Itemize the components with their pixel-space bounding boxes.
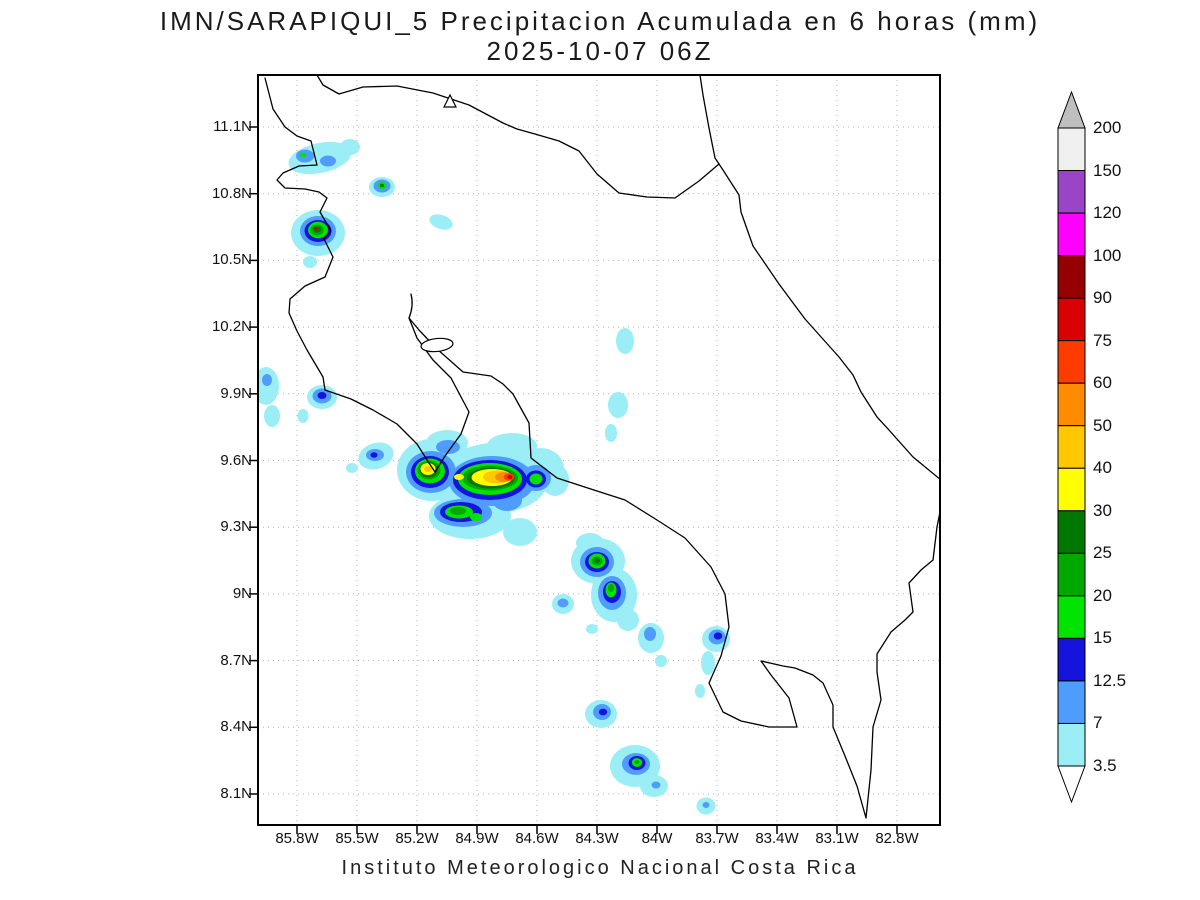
legend-level-label: 50 xyxy=(1093,415,1112,435)
legend-level-label: 100 xyxy=(1093,245,1122,265)
plot-frame xyxy=(257,74,941,826)
triangle-marker-icon xyxy=(443,93,457,108)
northern-border-river xyxy=(316,75,720,199)
legend-level-label: 15 xyxy=(1093,628,1112,648)
lon-tick-label: 85.2W xyxy=(395,830,439,847)
lat-tick-label: 8.4N xyxy=(220,718,252,736)
lat-tick-label: 10.8N xyxy=(211,184,252,202)
legend-level-label: 60 xyxy=(1093,373,1112,393)
lat-tick-label: 9.3N xyxy=(220,518,252,536)
lat-tick-label: 11.1N xyxy=(213,118,252,135)
tempisque-river xyxy=(408,293,413,319)
legend-level-label: 75 xyxy=(1093,330,1112,350)
coastline xyxy=(264,75,940,819)
lat-tick-label: 10.2N xyxy=(211,318,252,336)
pacific-coast-and-border xyxy=(264,77,940,819)
lat-tick-label: 9.6N xyxy=(220,451,252,469)
lon-tick-label: 84.6W xyxy=(515,830,559,847)
lat-tick-label: 8.1N xyxy=(220,785,252,802)
lon-tick-label: 84.9W xyxy=(455,830,499,847)
lat-tick-label: 9.9N xyxy=(220,384,252,402)
caribbean-coast xyxy=(699,75,940,481)
lat-tick-label: 9N xyxy=(232,584,252,602)
colorbar xyxy=(1057,90,1086,804)
map-title: IMN/SARAPIQUI_5 Precipitacion Acumulada … xyxy=(159,6,1041,36)
footer-credit: Instituto Meteorologico Nacional Costa R… xyxy=(341,857,859,879)
legend-level-label: 3.5 xyxy=(1093,756,1117,775)
lon-tick-label: 84.3W xyxy=(575,830,619,847)
legend-level-label: 7 xyxy=(1093,713,1103,733)
lon-tick-label: 84W xyxy=(641,830,673,847)
legend-level-label: 150 xyxy=(1093,160,1122,180)
lon-tick-label: 83.7W xyxy=(695,830,739,847)
legend-level-label: 90 xyxy=(1093,288,1112,308)
legend-level-label: 40 xyxy=(1093,458,1112,478)
lon-tick-label: 82.8W xyxy=(875,830,919,847)
lon-tick-label: 85.5W xyxy=(335,830,379,847)
lon-tick-label: 83.1W xyxy=(815,830,859,847)
legend-level-label: 30 xyxy=(1093,500,1112,520)
legend-level-label: 12.5 xyxy=(1093,670,1127,690)
lon-tick-label: 85.8W xyxy=(275,830,319,847)
axis-ticks xyxy=(249,126,898,834)
legend-level-label: 25 xyxy=(1093,543,1112,563)
map-valid-time: 2025-10-07 06Z xyxy=(486,36,714,66)
lat-tick-label: 8.7N xyxy=(220,651,252,669)
legend-level-label: 200 xyxy=(1093,118,1122,137)
legend-level-label: 20 xyxy=(1093,585,1112,605)
lon-tick-label: 83.4W xyxy=(755,830,799,847)
precipitation-shading xyxy=(258,139,730,815)
gulf-island-outline xyxy=(420,337,454,353)
legend-level-label: 120 xyxy=(1093,203,1122,223)
lat-tick-label: 10.5N xyxy=(211,251,252,269)
